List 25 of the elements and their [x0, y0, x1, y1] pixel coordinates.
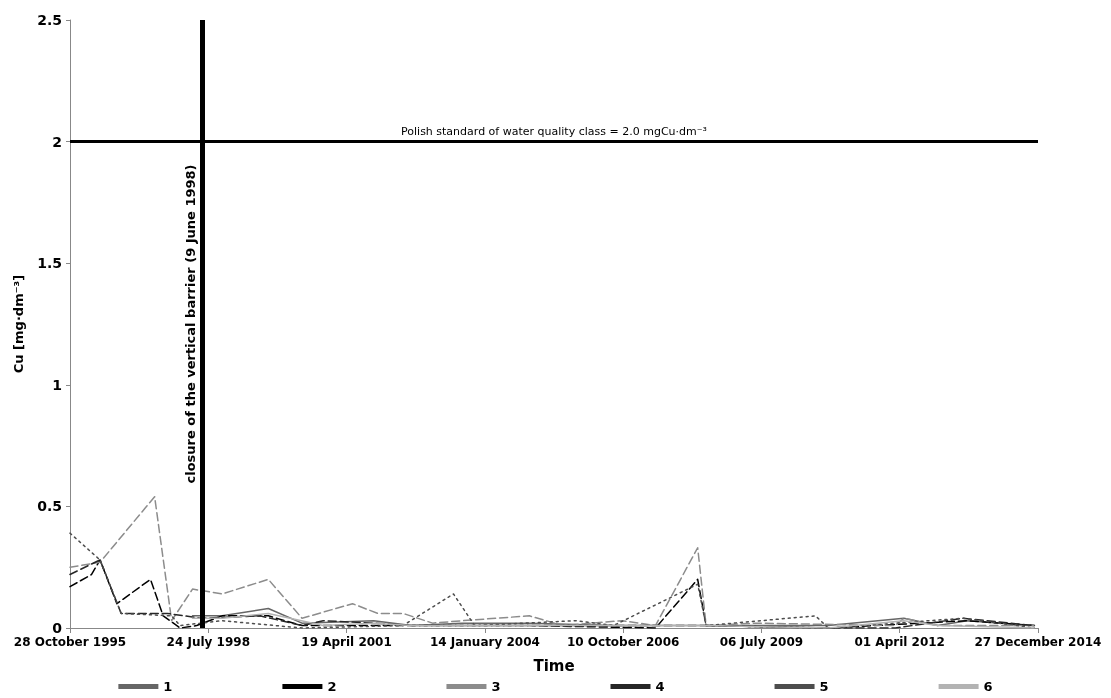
- x-tick-label: 10 October 2006: [566, 635, 680, 649]
- legend-label: 1: [163, 679, 173, 694]
- x-tick-label: 28 October 1995: [13, 635, 127, 649]
- legend-label: 4: [655, 679, 665, 694]
- legend-label: 5: [819, 679, 829, 694]
- x-tick-label: 01 April 2012: [854, 635, 945, 649]
- legend-label: 2: [327, 679, 337, 694]
- y-tick-label: 2: [52, 133, 62, 150]
- legend-label: 6: [983, 679, 993, 694]
- x-tick-label: 19 April 2001: [301, 635, 392, 649]
- x-axis-title: Time: [533, 656, 575, 675]
- y-axis-title: Cu [mg·dm⁻³]: [11, 274, 26, 374]
- x-tick-label: 14 January 2004: [429, 635, 540, 649]
- y-tick-label: 0.5: [37, 498, 62, 515]
- y-tick-label: 2.5: [37, 12, 62, 28]
- legend-label: 3: [491, 679, 501, 694]
- x-tick-label: 06 July 2009: [719, 635, 804, 649]
- ref-line-label: Polish standard of water quality class = 2.0 mgCu·dm⁻³: [401, 124, 707, 138]
- y-tick-label: 1: [52, 376, 62, 393]
- y-tick-label: 0: [52, 620, 63, 636]
- x-tick-label: 27 December 2014: [974, 635, 1102, 649]
- ref-line-label: closure of the vertical barrier (9 June 1998): [183, 164, 199, 484]
- x-tick-label: 24 July 1998: [166, 635, 250, 649]
- y-tick-label: 1.5: [37, 255, 62, 272]
- line-series: [191, 612, 1036, 629]
